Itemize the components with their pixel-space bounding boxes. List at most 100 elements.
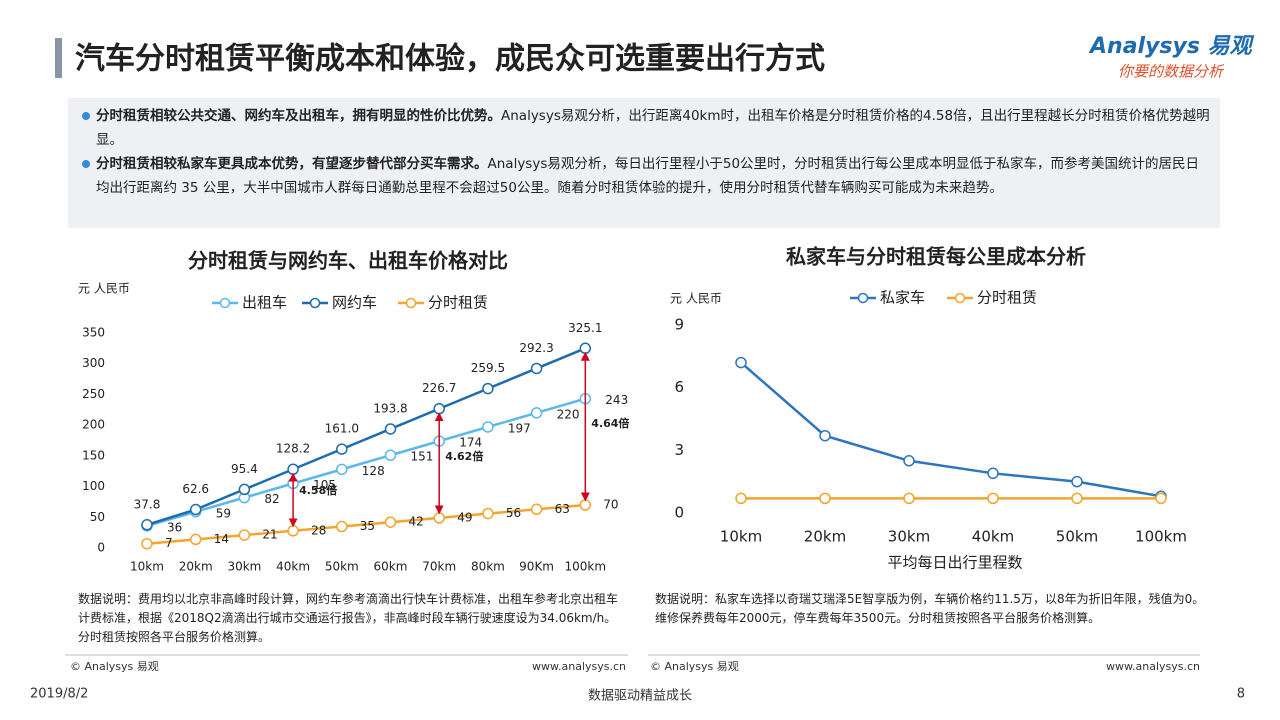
y-tick-label: 9 bbox=[674, 316, 684, 334]
ratio-annotation: 4.62倍 bbox=[445, 449, 483, 463]
data-label: 128 bbox=[362, 464, 385, 478]
data-label: 174 bbox=[459, 436, 482, 450]
legend-marker bbox=[405, 297, 417, 309]
data-label: 56 bbox=[506, 506, 521, 520]
legend-marker bbox=[857, 292, 869, 304]
data-label: 35 bbox=[360, 519, 375, 533]
page-title: 汽车分时租赁平衡成本和体验，成民众可选重要出行方式 bbox=[75, 42, 825, 77]
bullet-text: Analysys易观分析，每日出行里程小于50公里时，分时租赁出行每公里成本明显… bbox=[96, 156, 1200, 196]
website: www.analysys.cn bbox=[532, 660, 626, 673]
data-point bbox=[1071, 492, 1083, 505]
data-point bbox=[287, 525, 299, 537]
data-point bbox=[384, 449, 397, 461]
data-label: 95.4 bbox=[231, 462, 258, 476]
y-tick-label: 350 bbox=[82, 326, 105, 340]
series-line bbox=[146, 347, 586, 526]
y-tick-label: 100 bbox=[82, 479, 105, 493]
y-tick-label: 0 bbox=[674, 504, 684, 522]
y-tick-label: 250 bbox=[82, 387, 105, 401]
ratio-annotation: 4.64倍 bbox=[591, 416, 629, 430]
data-label: 59 bbox=[216, 506, 231, 520]
data-point bbox=[530, 503, 543, 516]
website: www.analysys.cn bbox=[1106, 660, 1200, 673]
x-tick-label: 10km bbox=[130, 560, 164, 574]
x-tick-label: 100km bbox=[565, 560, 607, 574]
data-point bbox=[819, 429, 831, 442]
data-label: 193.8 bbox=[373, 401, 407, 415]
bullet-bold: 分时租赁相较私家车更具成本优势，有望逐步替代部分买车需求。 bbox=[96, 156, 488, 172]
bullet-text: Analysys易观分析，出行距离40km时，出租车价格是分时租赁价格的4.58… bbox=[96, 108, 1210, 148]
data-label: 161.0 bbox=[325, 422, 359, 436]
bullets: 分时租赁相较公共交通、网约车及出租车，拥有明显的性价比优势。Analysys易观… bbox=[68, 98, 1220, 228]
bullet: 分时租赁相较私家车更具成本优势，有望逐步替代部分买车需求。Analysys易观分… bbox=[82, 152, 1212, 200]
x-tick-label: 30km bbox=[227, 560, 261, 574]
data-point bbox=[735, 356, 747, 369]
x-tick-label: 10km bbox=[720, 528, 762, 546]
data-point bbox=[336, 520, 348, 533]
footer-slogan: 数据驱动精益成长 bbox=[588, 689, 692, 704]
data-label: 70 bbox=[603, 498, 618, 512]
data-label: 151 bbox=[411, 450, 434, 464]
data-label: 42 bbox=[409, 515, 424, 529]
x-tick-label: 50km bbox=[1056, 528, 1098, 546]
data-label: 128.2 bbox=[276, 442, 310, 456]
x-tick-label: 20km bbox=[179, 560, 213, 574]
bullet: 分时租赁相较公共交通、网约车及出租车，拥有明显的性价比优势。Analysys易观… bbox=[82, 104, 1212, 152]
y-tick-label: 6 bbox=[674, 378, 684, 396]
data-label: 325.1 bbox=[568, 321, 602, 335]
source: © Analysys 易观 bbox=[70, 660, 159, 673]
y-axis-unit: 元 人民币 bbox=[78, 282, 130, 296]
x-tick-label: 20km bbox=[804, 528, 846, 546]
logo-slogan: 你要的数据分析 bbox=[1118, 63, 1225, 81]
data-label: 62.6 bbox=[182, 482, 209, 496]
data-point bbox=[735, 492, 747, 505]
legend-label: 分时租赁 bbox=[977, 289, 1037, 307]
source: © Analysys 易观 bbox=[650, 660, 739, 673]
data-point bbox=[384, 516, 397, 528]
series-line bbox=[740, 361, 1162, 498]
data-label: 36 bbox=[167, 520, 182, 534]
data-label: 63 bbox=[555, 502, 570, 516]
bullet-bold: 分时租赁相较公共交通、网约车及出租车，拥有明显的性价比优势。 bbox=[96, 108, 501, 124]
data-point bbox=[903, 492, 915, 505]
y-tick-label: 300 bbox=[82, 356, 105, 370]
legend-marker bbox=[219, 297, 231, 309]
data-label: 259.5 bbox=[471, 361, 505, 375]
chart-note: 数据说明：私家车选择以奇瑞艾瑞泽5E智享版为例，车辆价格约11.5万，以8年为折… bbox=[655, 592, 1205, 625]
chart-title: 私家车与分时租赁每公里成本分析 bbox=[786, 245, 1086, 269]
logo: Analysys 易观 bbox=[1088, 34, 1255, 59]
x-axis-label: 平均每日出行里程数 bbox=[887, 554, 1022, 572]
data-point bbox=[482, 421, 494, 433]
data-label: 197 bbox=[508, 421, 531, 435]
data-point bbox=[579, 499, 592, 511]
title-bar bbox=[55, 38, 62, 78]
x-tick-label: 50km bbox=[325, 560, 359, 574]
data-point bbox=[336, 463, 348, 476]
data-point bbox=[987, 492, 999, 505]
ratio-annotation: 4.58倍 bbox=[299, 483, 337, 497]
footer-date: 2019/8/2 bbox=[30, 687, 88, 702]
data-point bbox=[433, 402, 445, 415]
data-label: 7 bbox=[165, 536, 173, 550]
data-point bbox=[141, 519, 153, 531]
y-tick-label: 50 bbox=[90, 510, 105, 524]
x-tick-label: 100km bbox=[1135, 528, 1187, 546]
data-label: 21 bbox=[262, 528, 277, 542]
data-point bbox=[433, 512, 445, 524]
data-point bbox=[482, 382, 494, 395]
data-label: 292.3 bbox=[519, 341, 553, 355]
data-point bbox=[189, 533, 202, 546]
legend-label: 分时租赁 bbox=[428, 294, 488, 312]
data-point bbox=[384, 423, 397, 435]
x-tick-label: 40km bbox=[972, 528, 1014, 546]
data-label: 226.7 bbox=[422, 381, 456, 395]
y-tick-label: 3 bbox=[674, 441, 684, 459]
legend-label: 出租车 bbox=[242, 294, 287, 312]
chart-note: 数据说明：费用均以北京非高峰时段计算，网约车参考滴滴出行快车计费标准，出租车参考… bbox=[78, 592, 619, 644]
data-label: 14 bbox=[214, 532, 229, 546]
data-point bbox=[530, 407, 543, 419]
legend-label: 网约车 bbox=[332, 294, 377, 312]
data-point bbox=[238, 483, 251, 496]
legend-label: 私家车 bbox=[880, 289, 925, 307]
